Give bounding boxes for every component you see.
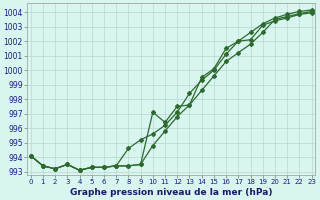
X-axis label: Graphe pression niveau de la mer (hPa): Graphe pression niveau de la mer (hPa) [70, 188, 272, 197]
